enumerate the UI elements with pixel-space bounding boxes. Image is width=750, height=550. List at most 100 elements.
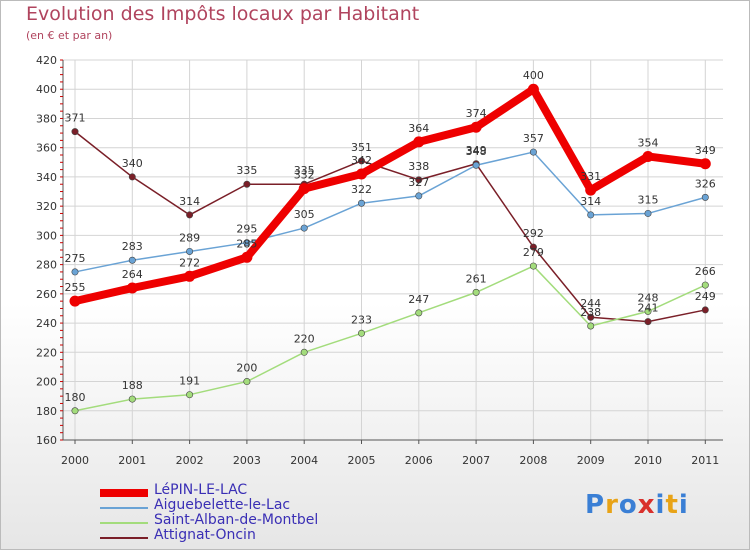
data-point-saint-alban-de-montbel xyxy=(186,391,194,399)
data-label-lepin-le-lac: 342 xyxy=(351,154,372,167)
data-point-lepin-le-lac xyxy=(298,183,310,195)
data-label-aiguebelette-le-lac: 314 xyxy=(580,195,601,208)
data-label-attignat-oncin: 314 xyxy=(179,195,200,208)
data-label-saint-alban-de-montbel: 279 xyxy=(523,246,544,259)
y-tick-label: 300 xyxy=(36,229,57,242)
data-label-lepin-le-lac: 332 xyxy=(294,169,315,182)
legend-label: Aiguebelette-le-Lac xyxy=(154,497,291,513)
x-tick-label: 2003 xyxy=(233,454,261,467)
series-line-attignat-oncin xyxy=(74,130,707,323)
data-label-saint-alban-de-montbel: 233 xyxy=(351,313,372,326)
data-label-aiguebelette-le-lac: 348 xyxy=(466,145,487,158)
data-label-lepin-le-lac: 364 xyxy=(408,122,429,135)
data-point-lepin-le-lac xyxy=(470,121,482,133)
y-tick-label: 260 xyxy=(36,288,57,301)
data-label-aiguebelette-le-lac: 357 xyxy=(523,132,544,145)
data-label-lepin-le-lac: 400 xyxy=(523,69,544,82)
data-point-attignat-oncin xyxy=(529,243,537,251)
data-point-aiguebelette-le-lac xyxy=(128,256,136,264)
y-tick-label: 280 xyxy=(36,259,57,272)
data-point-lepin-le-lac xyxy=(126,282,138,294)
data-label-aiguebelette-le-lac: 322 xyxy=(351,183,372,196)
data-labels: 371 340 314 335 335 351 338 349 292 244 241 249 180 1… xyxy=(65,69,716,404)
data-label-lepin-le-lac: 349 xyxy=(695,144,716,157)
data-point-saint-alban-de-montbel xyxy=(300,348,308,356)
data-point-aiguebelette-le-lac xyxy=(415,192,423,200)
logo-letter: i xyxy=(678,490,689,520)
data-point-saint-alban-de-montbel xyxy=(415,309,423,317)
y-tick-label: 220 xyxy=(36,346,57,359)
data-label-lepin-le-lac: 285 xyxy=(236,237,257,250)
data-label-saint-alban-de-montbel: 200 xyxy=(236,362,257,375)
x-tick-label: 2002 xyxy=(176,454,204,467)
y-tick-label: 360 xyxy=(36,142,57,155)
x-tick-label: 2005 xyxy=(348,454,376,467)
data-label-saint-alban-de-montbel: 266 xyxy=(695,265,716,278)
logo-letter: i xyxy=(655,490,666,520)
data-point-saint-alban-de-montbel xyxy=(243,378,251,386)
data-label-aiguebelette-le-lac: 295 xyxy=(236,223,257,236)
data-label-lepin-le-lac: 255 xyxy=(65,281,86,294)
data-point-attignat-oncin xyxy=(587,313,595,321)
data-point-lepin-le-lac xyxy=(356,168,367,180)
x-tick-label: 2011 xyxy=(691,454,719,467)
logo-letter: x xyxy=(637,490,656,520)
data-label-attignat-oncin: 335 xyxy=(294,164,315,177)
data-point-lepin-le-lac xyxy=(69,295,81,307)
data-label-attignat-oncin: 241 xyxy=(638,302,659,315)
data-point-lepin-le-lac xyxy=(241,251,253,263)
y-tick-label: 380 xyxy=(36,112,57,125)
data-label-aiguebelette-le-lac: 283 xyxy=(122,240,143,253)
logo-letter: P xyxy=(585,490,606,520)
grid xyxy=(63,59,723,441)
data-point-attignat-oncin xyxy=(644,318,652,326)
data-label-aiguebelette-le-lac: 326 xyxy=(695,177,716,190)
data-point-attignat-oncin xyxy=(128,173,136,181)
data-label-lepin-le-lac: 264 xyxy=(122,268,143,281)
y-tick-label: 180 xyxy=(36,405,57,418)
data-point-aiguebelette-le-lac xyxy=(701,193,709,201)
data-point-attignat-oncin xyxy=(71,128,79,136)
data-point-saint-alban-de-montbel xyxy=(357,329,365,337)
data-label-lepin-le-lac: 354 xyxy=(638,136,659,149)
y-tick-label: 400 xyxy=(36,83,57,96)
data-point-aiguebelette-le-lac xyxy=(243,239,251,247)
legend-label: LéPIN-LE-LAC xyxy=(154,482,248,498)
data-label-lepin-le-lac: 374 xyxy=(466,107,487,120)
data-label-attignat-oncin: 338 xyxy=(408,160,429,173)
data-point-aiguebelette-le-lac xyxy=(587,211,595,219)
data-point-lepin-le-lac xyxy=(585,184,597,196)
data-label-saint-alban-de-montbel: 261 xyxy=(466,272,487,285)
data-label-aiguebelette-le-lac: 305 xyxy=(294,208,315,221)
logo-letter: t xyxy=(665,490,679,520)
data-label-aiguebelette-le-lac: 315 xyxy=(638,193,659,206)
logo-letter: o xyxy=(618,490,638,520)
data-point-lepin-le-lac xyxy=(184,270,196,282)
x-tick-label: 2006 xyxy=(405,454,433,467)
series-line-saint-alban-de-montbel xyxy=(74,265,707,412)
legend-swatch xyxy=(100,537,148,539)
x-tick-label: 2009 xyxy=(577,454,605,467)
legend-swatch xyxy=(100,489,148,497)
series-line-lepin-le-lac xyxy=(71,85,710,306)
data-point-saint-alban-de-montbel xyxy=(128,395,136,403)
data-label-attignat-oncin: 340 xyxy=(122,157,143,170)
data-label-aiguebelette-le-lac: 327 xyxy=(408,176,429,189)
data-label-saint-alban-de-montbel: 248 xyxy=(638,291,659,304)
data-label-saint-alban-de-montbel: 180 xyxy=(65,391,86,404)
data-point-saint-alban-de-montbel xyxy=(587,322,595,330)
data-label-attignat-oncin: 371 xyxy=(65,112,86,125)
data-point-aiguebelette-le-lac xyxy=(644,209,652,217)
data-label-attignat-oncin: 349 xyxy=(466,144,487,157)
data-point-aiguebelette-le-lac xyxy=(357,199,365,207)
data-label-attignat-oncin: 292 xyxy=(523,227,544,240)
data-point-attignat-oncin xyxy=(186,211,194,219)
x-tick-label: 2008 xyxy=(519,454,547,467)
data-label-saint-alban-de-montbel: 191 xyxy=(179,375,200,388)
y-tick-label: 420 xyxy=(36,54,57,67)
logo-letter: r xyxy=(605,490,619,520)
data-label-saint-alban-de-montbel: 188 xyxy=(122,379,143,392)
data-label-attignat-oncin: 249 xyxy=(695,290,716,303)
